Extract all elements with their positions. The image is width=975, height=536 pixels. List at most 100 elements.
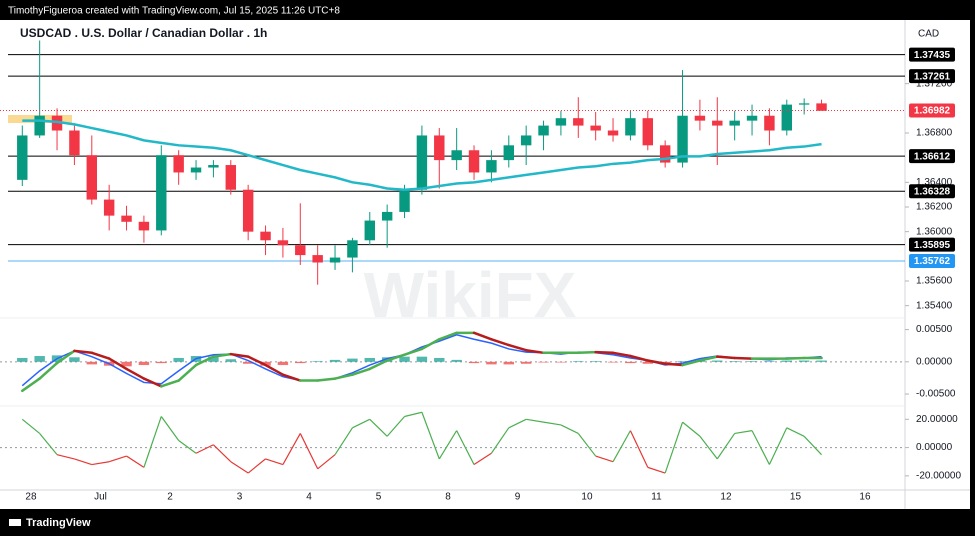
x-tick-label: 12 xyxy=(720,492,732,503)
macd-histogram-bar xyxy=(781,360,792,362)
x-tick-label: 2 xyxy=(167,492,173,503)
signal-segment xyxy=(611,351,632,358)
candle-body xyxy=(434,135,445,161)
candle-body xyxy=(781,104,792,131)
oscillator-segment xyxy=(508,418,527,429)
oscillator-segment xyxy=(490,427,510,454)
macd-histogram-bar xyxy=(86,361,97,365)
level-label: 1.35762 xyxy=(914,256,951,267)
x-tick-label: 3 xyxy=(237,492,243,503)
candle-body xyxy=(451,150,462,161)
macd-histogram-bar xyxy=(451,359,462,362)
oscillator-segment xyxy=(664,421,684,474)
signal-segment xyxy=(681,359,702,367)
signal-segment xyxy=(490,338,511,347)
signal-segment xyxy=(351,367,372,376)
signal-segment xyxy=(73,349,94,355)
signal-segment xyxy=(663,362,684,367)
oscillator-segment xyxy=(404,411,423,418)
macd-histogram-bar xyxy=(816,360,827,362)
macd-histogram-bar xyxy=(764,361,775,362)
candle-body xyxy=(607,130,619,136)
candle-body xyxy=(520,135,532,146)
signal-segment xyxy=(160,379,180,388)
candle-body xyxy=(468,150,480,173)
candle-body xyxy=(764,115,775,131)
oscillator-segment xyxy=(56,454,75,460)
oscillator-segment xyxy=(768,427,788,465)
y-tick-label: -0.00500 xyxy=(916,389,956,400)
candle-body xyxy=(642,118,653,146)
oscillator-segment xyxy=(386,416,405,437)
y-tick-label: 1.35600 xyxy=(916,276,953,287)
y-tick-label: 0.00500 xyxy=(916,324,953,335)
candle-body xyxy=(625,118,636,136)
level-label: 1.35895 xyxy=(914,240,951,251)
oscillator-segment xyxy=(74,458,92,466)
logo: TradingView xyxy=(9,517,91,529)
signal-segment xyxy=(246,355,267,367)
signal-segment xyxy=(212,352,233,358)
signal-segment xyxy=(55,349,76,365)
oscillator-segment xyxy=(143,416,162,468)
oscillator-segment xyxy=(212,444,232,463)
candle-body xyxy=(173,155,184,173)
macd-histogram-bar xyxy=(590,361,601,362)
oscillator-segment xyxy=(577,433,597,457)
oscillator-segment xyxy=(456,430,475,465)
x-tick-label: 16 xyxy=(859,492,871,503)
candle-body xyxy=(677,115,688,163)
macd-histogram-bar xyxy=(347,358,358,362)
candle-body xyxy=(659,145,671,163)
oscillator-segment xyxy=(560,424,579,434)
candle-body xyxy=(295,245,306,256)
candle-body xyxy=(816,103,827,111)
macd-histogram-bar xyxy=(34,356,45,362)
signal-segment xyxy=(385,353,406,362)
y-tick-label: 1.36200 xyxy=(916,202,953,213)
candle-body xyxy=(381,211,393,221)
signal-segment xyxy=(420,338,441,351)
macd-histogram-bar xyxy=(468,361,480,364)
macd-histogram-bar xyxy=(555,361,567,363)
candle-body xyxy=(277,240,289,246)
oscillator-segment xyxy=(612,430,631,463)
level-badge xyxy=(909,69,955,84)
macd-histogram-bar xyxy=(729,361,740,362)
attribution: TimothyFigueroa created with TradingView… xyxy=(8,6,340,17)
candle-body xyxy=(798,103,810,105)
level-badge xyxy=(909,184,955,199)
y-tick-label: 1.36800 xyxy=(916,128,953,139)
signal-segment xyxy=(403,347,424,356)
y-tick-label: 1.37200 xyxy=(916,78,953,89)
oscillator-segment xyxy=(265,458,284,466)
oscillator-segment xyxy=(317,454,336,470)
macd-histogram-bar xyxy=(329,359,341,362)
oscillator-segment xyxy=(369,418,388,437)
oscillator-segment xyxy=(91,461,110,466)
candle-body xyxy=(538,125,549,136)
candle-body xyxy=(86,155,97,200)
level-badge xyxy=(909,254,955,269)
chart-title: USDCAD . U.S. Dollar / Canadian Dollar .… xyxy=(20,26,267,40)
candle-body xyxy=(399,189,410,212)
moving-average xyxy=(22,119,822,191)
signal-segment xyxy=(472,331,493,341)
level-badge xyxy=(909,149,955,164)
last-price-label: 1.36982 xyxy=(914,106,951,117)
candle-body xyxy=(242,189,254,232)
candle-body xyxy=(329,257,341,263)
y-tick-label: 0.00000 xyxy=(916,356,953,367)
candle-body xyxy=(746,115,758,121)
oscillator-segment xyxy=(247,458,266,474)
macd-histogram-bar xyxy=(503,361,514,365)
candle-body xyxy=(503,145,514,161)
x-tick-label: 28 xyxy=(25,492,37,503)
candle-body xyxy=(260,231,271,241)
oscillator-segment xyxy=(682,421,701,437)
macd-histogram-bar xyxy=(520,361,532,364)
macd-histogram-bar xyxy=(17,357,28,362)
macd-histogram-bar xyxy=(659,361,671,364)
macd-histogram-bar xyxy=(642,361,653,364)
macd-histogram-bar xyxy=(364,357,375,362)
